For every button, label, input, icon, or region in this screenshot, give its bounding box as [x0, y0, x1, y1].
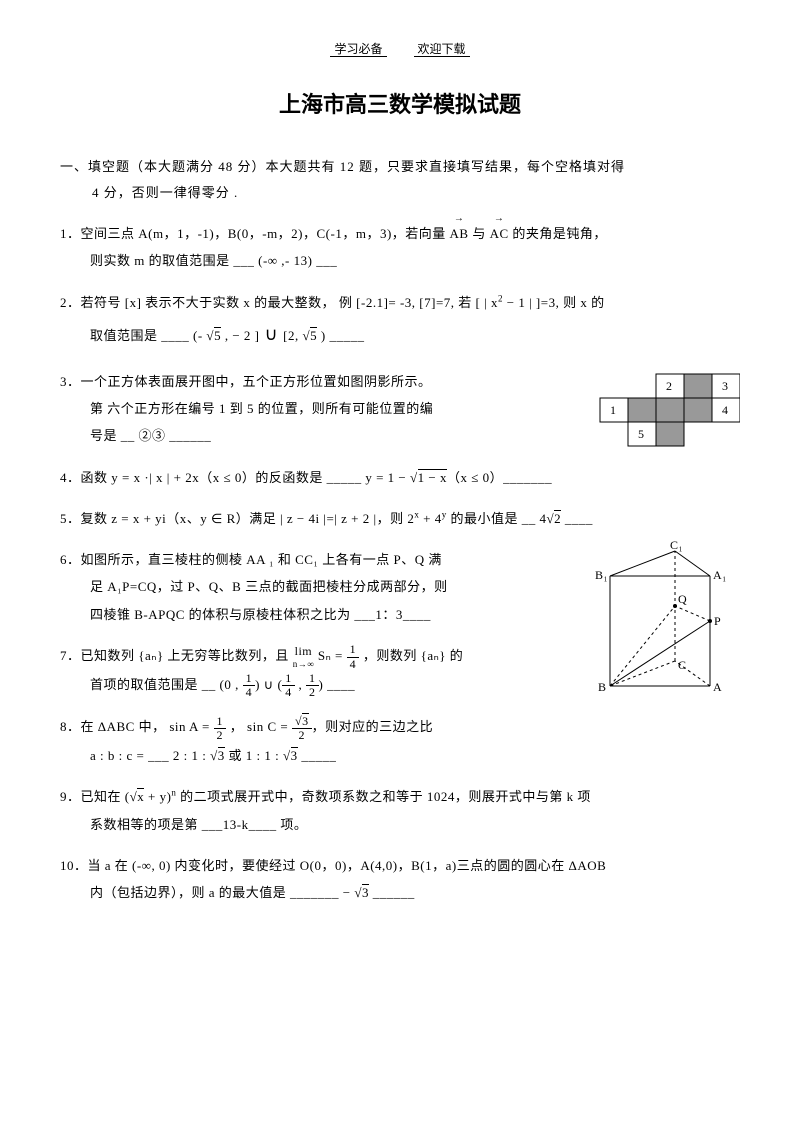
svg-text:1: 1 [610, 403, 617, 417]
question-9: 9．已知在 (√x + y)n 的二项式展开式中，奇数项系数之和等于 1024，… [60, 783, 740, 838]
question-3: 3．一个正方体表面展开图中，五个正方形位置如图阴影所示。 第 六个正方形在编号 … [60, 368, 740, 450]
question-7: 7．已知数列 {aₙ} 上无穷等比数列，且 limn→∞ Sₙ = 14 ，则数… [60, 642, 740, 699]
vector-ac: AC [490, 220, 509, 247]
svg-text:B₁: B₁ [595, 568, 608, 582]
question-6: 6．如图所示，直三棱柱的侧棱 AA ₁ 和 CC₁ 上各有一点 P、Q 满 足 … [60, 546, 740, 628]
question-2: 2．若符号 [x] 表示不大于实数 x 的最大整数， 例 [-2.1]= -3,… [60, 289, 740, 354]
svg-text:5: 5 [638, 427, 645, 441]
net-figure: 1 2 3 4 5 [560, 368, 740, 448]
question-8: 8．在 ΔABC 中， sin A = 12 ， sin C = √32，则对应… [60, 713, 740, 769]
svg-text:2: 2 [666, 379, 673, 393]
page-header: 学习必备 欢迎下载 [60, 40, 740, 57]
exam-title: 上海市高三数学模拟试题 [60, 87, 740, 119]
header-right: 欢迎下载 [414, 42, 470, 57]
section-intro: 一、填空题（本大题满分 48 分）本大题共有 12 题，只要求直接填写结果，每个… [60, 154, 740, 206]
svg-text:Q: Q [678, 592, 687, 606]
question-4: 4．函数 y = x ·| x | + 2x（x ≤ 0）的反函数是 _____… [60, 464, 740, 491]
question-5: 5．复数 z = x + yi（x、y ∈ R）满足 | z − 4i |=| … [60, 505, 740, 532]
vector-ab: AB [450, 220, 469, 247]
svg-text:4: 4 [722, 403, 729, 417]
svg-text:C₁: C₁ [670, 541, 683, 552]
question-1: 1．空间三点 A(m，1，-1)，B(0，-m，2)，C(-1，m，3)，若向量… [60, 220, 740, 275]
header-left: 学习必备 [330, 42, 386, 57]
svg-text:A₁: A₁ [713, 568, 727, 582]
question-10: 10．当 a 在 (-∞, 0) 内变化时，要使经过 O(0，0)，A(4,0)… [60, 852, 740, 907]
svg-text:3: 3 [722, 379, 729, 393]
svg-text:P: P [714, 614, 721, 628]
